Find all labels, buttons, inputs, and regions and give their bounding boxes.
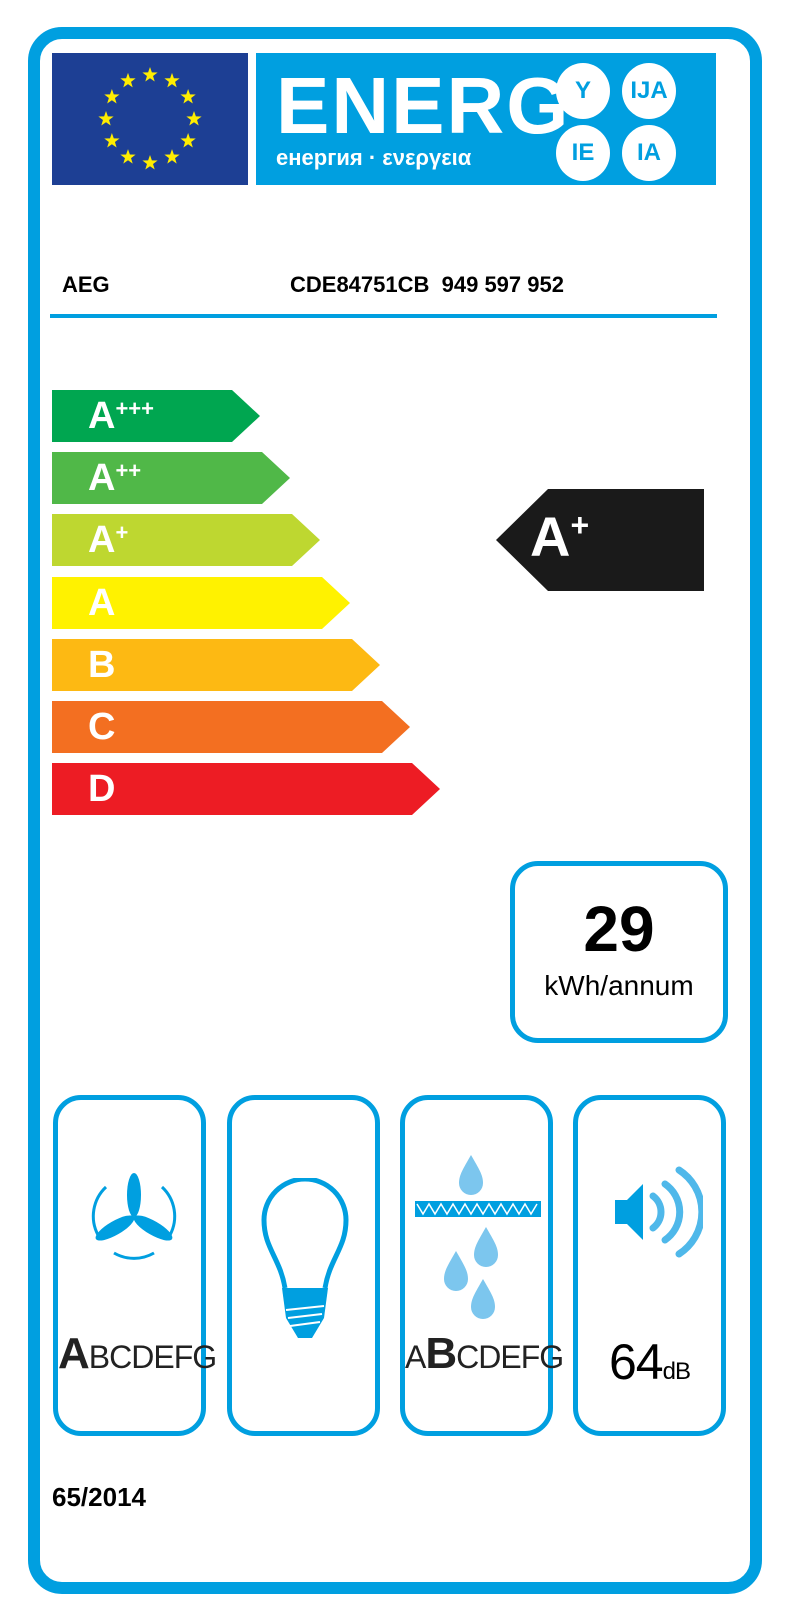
star-icon (180, 89, 196, 104)
suffix-ija: IJA (622, 63, 676, 119)
consumption-unit: kWh/annum (544, 970, 694, 1001)
class-letter: A (405, 1339, 426, 1375)
star-icon (186, 111, 202, 126)
star-icon (180, 133, 196, 148)
eu-flag (52, 53, 248, 185)
class-letter: E (500, 1339, 521, 1375)
class-letter: C (109, 1339, 132, 1375)
class-letter: G (192, 1339, 217, 1375)
noise-level: 64dB (578, 1333, 721, 1391)
consumption-value: 29 (583, 893, 655, 965)
rating-arrow: A+ (496, 489, 704, 596)
speaker-icon (615, 1166, 703, 1258)
scale-bar-label: C (88, 706, 116, 748)
logo-word: ENERG (276, 61, 571, 150)
lighting-box (227, 1095, 380, 1436)
star-icon (104, 89, 120, 104)
class-letter: D (131, 1339, 154, 1375)
class-letter: B (425, 1329, 457, 1378)
suffix-y: Y (556, 63, 610, 119)
class-letter: F (520, 1339, 541, 1375)
star-icon (142, 67, 158, 82)
noise-value: 64 (609, 1334, 664, 1390)
star-icon (164, 72, 180, 88)
model-id: CDE84751CB 949 597 952 (290, 272, 564, 297)
divider (50, 314, 717, 318)
class-letter: B (88, 1339, 110, 1375)
suffix-ia: IA (622, 125, 676, 181)
label-frame (28, 27, 762, 1594)
scale-bar-label: D (88, 768, 116, 811)
class-letter: F (173, 1339, 194, 1375)
noise-unit: dB (662, 1358, 691, 1385)
class-letter: A (58, 1329, 90, 1378)
star-icon (104, 133, 120, 148)
noise-box: 64dB (573, 1095, 726, 1436)
energy-logo: ENERG енергия · ενεργεια Y IJA IE IA (256, 53, 716, 185)
logo-subtitle: енергия · ενεργεια (276, 145, 472, 170)
scale-bar-label: A (88, 581, 116, 624)
star-icon (164, 149, 180, 164)
scale-bar-label: A+ (88, 519, 129, 562)
eu-stars-icon (98, 67, 202, 170)
class-letter: C (456, 1339, 479, 1375)
fluid-dynamic-class: ABCDEFG (58, 1329, 217, 1379)
light-bulb-icon (261, 1178, 349, 1338)
scale-bar-label: B (88, 643, 116, 686)
rating-plus: + (570, 507, 590, 543)
class-letter: G (539, 1339, 564, 1375)
grease-filtering-box: ABCDEFG (400, 1095, 564, 1436)
fluid-dynamic-box: ABCDEFG (53, 1095, 217, 1436)
star-icon (120, 149, 136, 164)
grease-filtering-class: ABCDEFG (405, 1329, 564, 1379)
star-icon (142, 155, 158, 170)
grease-filter-icon (415, 1155, 541, 1319)
suffix-ie: IE (556, 125, 610, 181)
consumption-box: 29 kWh/annum (510, 861, 728, 1043)
scale-bar-label: A+++ (88, 395, 154, 437)
scale-bar-label: A++ (88, 457, 142, 500)
star-icon (120, 72, 136, 88)
star-icon (98, 111, 114, 126)
class-letter: D (478, 1339, 501, 1375)
brand-name: AEG (62, 272, 110, 297)
rating-letter: A (530, 505, 571, 568)
class-letter: E (153, 1339, 174, 1375)
fan-icon (91, 1173, 177, 1260)
regulation-number: 65/2014 (52, 1482, 146, 1512)
